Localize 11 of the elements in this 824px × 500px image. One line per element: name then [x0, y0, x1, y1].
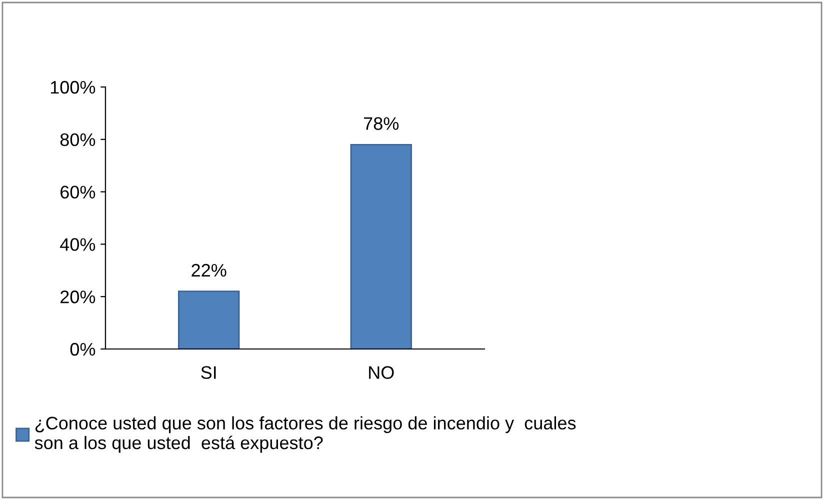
data-label: 78% [364, 117, 399, 130]
legend-label: ¿Conoce usted que son los factores de riesgo de incendio y cuales son a los que usted está expuesto? [34, 416, 576, 453]
y-tick-label: 40% [60, 238, 96, 251]
y-tick-label: 80% [60, 133, 96, 146]
x-tick-label: SI [201, 366, 216, 379]
y-tick-label: 100% [50, 80, 96, 94]
x-tick-label: NO [369, 366, 394, 379]
data-label: 22% [192, 264, 226, 277]
y-tick-label: 20% [60, 290, 96, 304]
y-tick-label: 0% [70, 342, 96, 356]
y-tick-label: 60% [60, 186, 96, 199]
